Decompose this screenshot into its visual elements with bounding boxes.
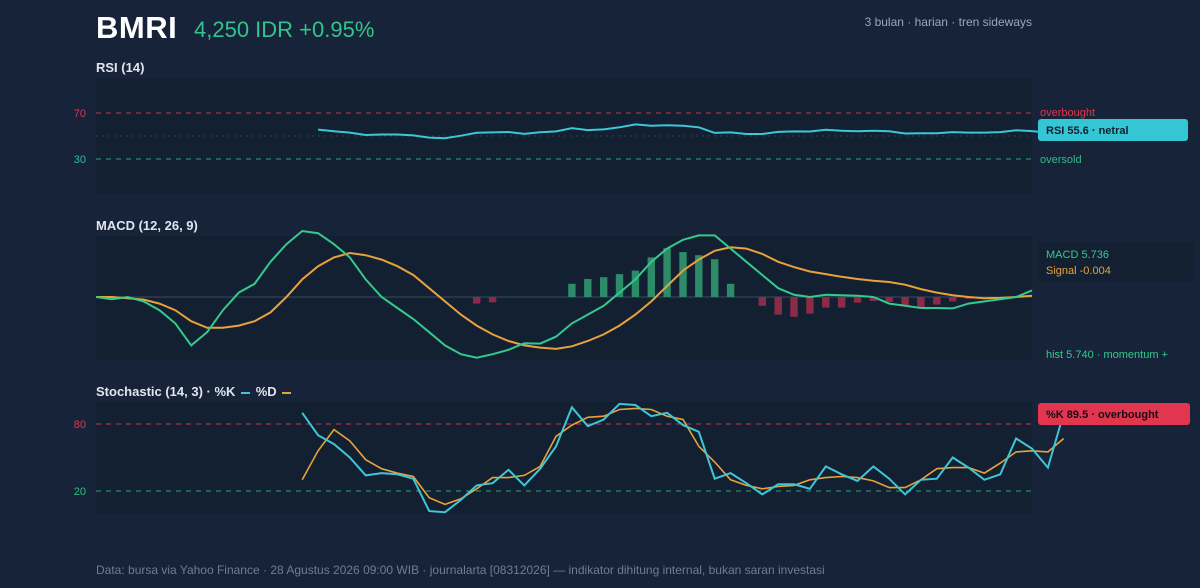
macd-hist-bar	[949, 297, 957, 302]
d-legend-label: %D	[255, 384, 277, 399]
macd-hist-bar	[647, 257, 655, 297]
rsi-series-line	[317, 123, 1080, 140]
hist-value-label: hist 5.740 · momentum +	[1046, 349, 1168, 361]
rsi-oversold-label: oversold	[1040, 154, 1082, 166]
macd-hist-bar	[568, 283, 576, 297]
signal-value-label: Signal -0.004	[1046, 265, 1111, 277]
stoch-badge-text: %K 89.5 · overbought	[1046, 409, 1159, 421]
stoch-chart: 80 20 %K 89.5 · overbought	[74, 402, 1190, 514]
macd-hist-bar	[806, 297, 814, 314]
rsi-badge-text: RSI 55.6 · netral	[1046, 125, 1129, 137]
price-change: 4,250 IDR +0.95%	[194, 17, 375, 42]
macd-panel-title: MACD (12, 26, 9)	[96, 218, 198, 233]
rsi-tick-30: 30	[74, 154, 86, 166]
stoch-panel-title: Stochastic (14, 3) · %K %D	[96, 384, 292, 399]
macd-series-line	[95, 229, 1033, 359]
macd-hist-bar	[473, 297, 481, 304]
macd-hist-bar	[758, 297, 766, 306]
d-legend-swatch	[282, 391, 292, 394]
macd-hist-bar	[774, 297, 782, 315]
macd-hist-bar	[790, 297, 798, 317]
rsi-overbought-label: overbought	[1040, 107, 1095, 119]
stoch-d-line	[301, 407, 1065, 506]
ticker-symbol: BMRI	[96, 10, 178, 45]
stoch-badge	[1038, 403, 1190, 425]
macd-hist-bar	[726, 283, 735, 297]
rsi-chart: 70 30 overbought oversold RSI 55.6 · net…	[74, 79, 1188, 193]
rsi-badge	[1038, 119, 1188, 141]
rsi-tick-70: 70	[74, 108, 86, 120]
stoch-k-line	[301, 402, 1065, 514]
macd-hist-bar	[663, 248, 671, 297]
macd-histogram	[473, 248, 989, 317]
macd-hist-bar	[822, 297, 830, 308]
macd-hist-bar	[885, 297, 893, 302]
macd-hist-bar	[600, 277, 608, 297]
macd-hist-bar	[631, 270, 640, 297]
macd-hist-bar	[488, 297, 497, 303]
macd-hist-bar	[869, 297, 878, 301]
stoch-tick-20: 20	[74, 486, 86, 498]
macd-legend-box	[1038, 243, 1194, 281]
macd-hist-bar	[933, 297, 941, 305]
macd-hist-bar	[615, 274, 624, 297]
k-legend-swatch	[241, 391, 251, 394]
stoch-tick-80: 80	[74, 419, 86, 431]
chart-meta: 3 bulan · harian · tren sideways	[864, 15, 1032, 29]
macd-hist-bar	[837, 297, 846, 308]
macd-hist-bar	[917, 297, 925, 308]
macd-hist-bar	[679, 252, 687, 297]
macd-hist-bar	[853, 297, 862, 303]
macd-hist-bar	[695, 255, 703, 297]
macd-hist-bar	[901, 297, 909, 306]
rsi-panel-title: RSI (14)	[96, 60, 145, 75]
signal-series-line	[96, 246, 1033, 350]
footer-source: Data: bursa via Yahoo Finance · 28 Agust…	[96, 563, 825, 577]
macd-chart: MACD 5.736 Signal -0.004 hist 5.740 · mo…	[95, 229, 1194, 361]
macd-hist-bar	[711, 259, 719, 297]
macd-value-label: MACD 5.736	[1046, 249, 1109, 261]
stoch-plot-area	[96, 402, 1032, 514]
stoch-title-text: Stochastic (14, 3) · %K	[96, 384, 236, 399]
macd-hist-bar	[584, 279, 592, 297]
